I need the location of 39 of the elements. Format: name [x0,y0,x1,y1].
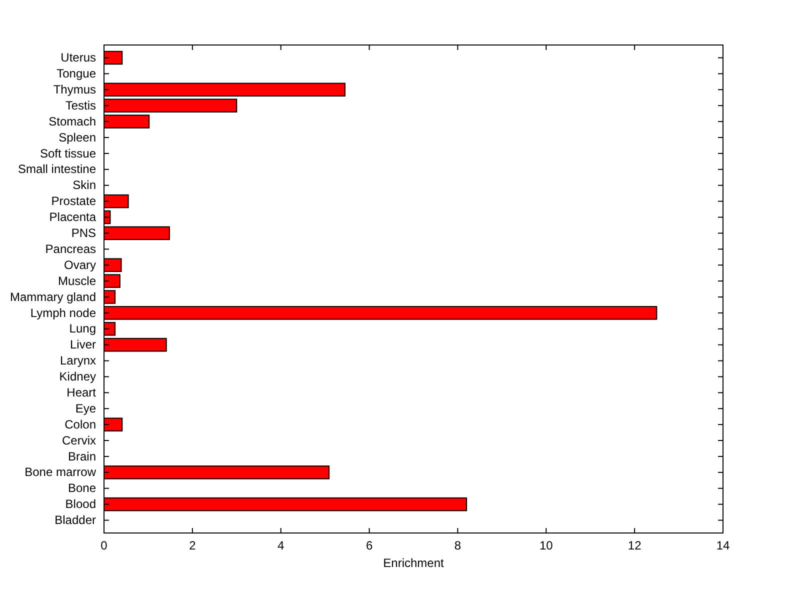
y-tick-label: Lung [69,322,96,336]
y-tick-label: Bone marrow [24,465,96,480]
y-tick-label: Thymus [53,82,96,96]
x-tick-label: 6 [366,538,373,553]
y-tick-label: Lymph node [30,306,96,320]
y-tick-label: Soft tissue [40,146,96,160]
y-tick-label: Brain [68,449,96,464]
y-tick-label: Tongue [56,66,96,81]
y-tick-label: Small intestine [18,162,96,176]
y-tick-label: PNS [71,226,96,240]
y-tick-label: Larynx [60,354,96,368]
y-tick-label: Mammary gland [10,290,96,304]
y-tick-label: Colon [64,417,96,432]
y-tick-label: Cervix [62,433,96,448]
x-axis-title: Enrichment [383,556,445,570]
x-tick-label: 8 [454,538,462,553]
y-tick-label: Pancreas [45,242,96,256]
y-tick-label: Eye [75,401,96,416]
x-tick-label: 10 [539,538,554,553]
y-tick-label: Prostate [51,194,96,208]
y-tick-label: Uterus [60,50,96,65]
y-tick-label: Skin [72,178,96,192]
y-tick-label: Ovary [64,258,96,272]
y-tick-label: Spleen [58,130,96,144]
y-tick-label: Muscle [58,274,96,288]
y-tick-label: Testis [65,98,96,112]
y-tick-label: Heart [66,386,97,400]
x-tick-label: 14 [716,538,730,553]
y-tick-label: Kidney [59,370,96,384]
x-tick-label: 4 [278,538,285,553]
y-tick-label: Bone [68,481,96,496]
y-tick-label: Placenta [49,210,96,224]
x-tick-label: 2 [189,538,196,553]
y-tick-label: Liver [70,338,96,352]
x-tick-label: 12 [628,538,642,553]
y-tick-label: Blood [65,497,96,512]
y-tick-label: Stomach [48,114,96,128]
x-tick-label: 0 [100,538,108,553]
y-tick-label: Bladder [54,513,96,528]
